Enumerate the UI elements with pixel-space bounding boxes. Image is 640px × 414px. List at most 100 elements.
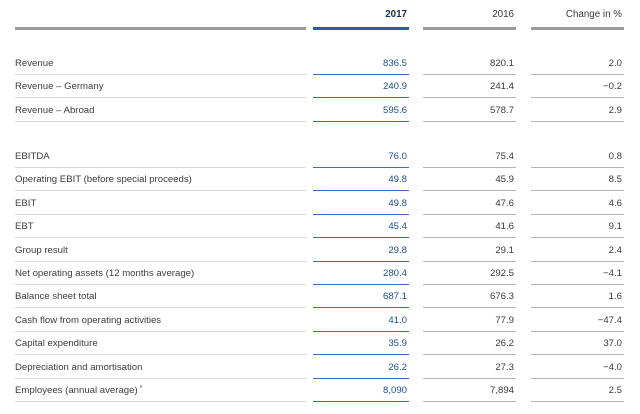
value-2017: 8,090 xyxy=(382,385,407,396)
value-2016: 41.6 xyxy=(495,221,514,232)
row-rule-2016 xyxy=(423,74,516,75)
row-rule-2016 xyxy=(423,190,516,191)
row-rule-change xyxy=(531,121,624,122)
row-rule-label xyxy=(15,167,306,168)
row-rule-2016 xyxy=(423,307,516,308)
row-rule-change xyxy=(531,331,624,332)
row-label: Capital expenditure xyxy=(15,338,98,349)
row-rule-2017 xyxy=(313,401,409,402)
row-rule-label xyxy=(15,331,306,332)
row-rule-2016 xyxy=(423,331,516,332)
value-2016: 29.1 xyxy=(495,245,514,256)
header-2016: 2016 xyxy=(492,9,514,20)
row-label-text: Revenue – Germany xyxy=(15,81,104,92)
row-rule-2016 xyxy=(423,401,516,402)
row-label: Revenue – Abroad xyxy=(15,105,94,116)
row-rule-2017 xyxy=(313,214,409,215)
row-label-text: Net operating assets (12 months average) xyxy=(15,268,195,279)
value-2016: 27.3 xyxy=(495,362,514,373)
value-change: −0.2 xyxy=(603,81,622,92)
value-2017: 836.5 xyxy=(382,58,407,69)
row-rule-2017 xyxy=(313,121,409,122)
value-2016: 578.7 xyxy=(489,105,514,116)
row-rule-2016 xyxy=(423,261,516,262)
row-rule-2017 xyxy=(313,190,409,191)
row-rule-2017 xyxy=(313,378,409,379)
row-rule-2017 xyxy=(313,354,409,355)
row-rule-2017 xyxy=(313,167,409,168)
row-label: Group result xyxy=(15,245,68,256)
row-rule-2017 xyxy=(313,237,409,238)
row-rule-2016 xyxy=(423,214,516,215)
value-2016: 26.2 xyxy=(495,338,514,349)
row-rule-change xyxy=(531,307,624,308)
row-rule-label xyxy=(15,354,306,355)
value-2016: 7,894 xyxy=(489,385,514,396)
row-label: Revenue xyxy=(15,58,53,69)
row-rule-label xyxy=(15,261,306,262)
row-label: EBIT xyxy=(15,198,36,209)
row-label: Operating EBIT (before special proceeds) xyxy=(15,174,192,185)
value-change: −4.0 xyxy=(603,362,622,373)
row-rule-label xyxy=(15,401,306,402)
value-2016: 75.4 xyxy=(495,151,514,162)
header-rule-2017 xyxy=(313,27,409,30)
row-rule-2016 xyxy=(423,284,516,285)
row-label-text: EBIT xyxy=(15,198,37,209)
row-label: Cash flow from operating activities xyxy=(15,315,161,326)
row-label-text: Employees (annual average) xyxy=(15,385,138,396)
header-rule-2016 xyxy=(423,27,516,30)
value-2016: 676.3 xyxy=(489,291,514,302)
row-rule-2017 xyxy=(313,261,409,262)
row-rule-2016 xyxy=(423,167,516,168)
row-label-text: Operating EBIT (before special proceeds) xyxy=(15,174,192,185)
row-label-text: Revenue xyxy=(15,58,54,69)
row-rule-2017 xyxy=(313,331,409,332)
row-label: Revenue – Germany xyxy=(15,81,104,92)
value-change: 8.5 xyxy=(608,174,622,185)
value-change: −47.4 xyxy=(597,315,622,326)
value-change: 2.4 xyxy=(608,245,622,256)
row-label: Balance sheet total xyxy=(15,291,97,302)
value-change: 0.8 xyxy=(608,151,622,162)
row-label-text: EBITDA xyxy=(15,151,50,162)
header-2017: 2017 xyxy=(385,9,407,20)
header-rule-label xyxy=(15,27,306,30)
row-rule-change xyxy=(531,284,624,285)
value-2017: 41.0 xyxy=(388,315,407,326)
row-rule-2016 xyxy=(423,121,516,122)
row-rule-2016 xyxy=(423,97,516,98)
value-2017: 280.4 xyxy=(382,268,407,279)
row-rule-change xyxy=(531,378,624,379)
row-rule-change xyxy=(531,97,624,98)
value-change: 2.9 xyxy=(608,105,622,116)
row-label: EBITDA xyxy=(15,151,50,162)
row-label-text: EBT xyxy=(15,221,34,232)
row-rule-change xyxy=(531,190,624,191)
row-rule-label xyxy=(15,74,306,75)
row-label: Employees (annual average) * xyxy=(15,385,142,396)
row-rule-2016 xyxy=(423,354,516,355)
row-label: Depreciation and amortisation xyxy=(15,362,142,373)
row-rule-change xyxy=(531,261,624,262)
value-2016: 77.9 xyxy=(495,315,514,326)
row-rule-change xyxy=(531,74,624,75)
value-2017: 49.8 xyxy=(388,174,407,185)
row-rule-change xyxy=(531,354,624,355)
row-rule-2017 xyxy=(313,74,409,75)
value-2016: 241.4 xyxy=(489,81,514,92)
row-rule-label xyxy=(15,121,306,122)
row-rule-2017 xyxy=(313,284,409,285)
row-rule-label xyxy=(15,378,306,379)
footnote-marker: * xyxy=(139,385,143,392)
value-2017: 45.4 xyxy=(388,221,407,232)
row-rule-label xyxy=(15,307,306,308)
header-change: Change in % xyxy=(565,9,622,20)
value-2017: 76.0 xyxy=(388,151,407,162)
row-rule-change xyxy=(531,167,624,168)
row-rule-2016 xyxy=(423,378,516,379)
row-label-text: Balance sheet total xyxy=(15,291,97,302)
value-2017: 687.1 xyxy=(382,291,407,302)
row-label: EBT xyxy=(15,221,34,232)
value-2016: 820.1 xyxy=(489,58,514,69)
